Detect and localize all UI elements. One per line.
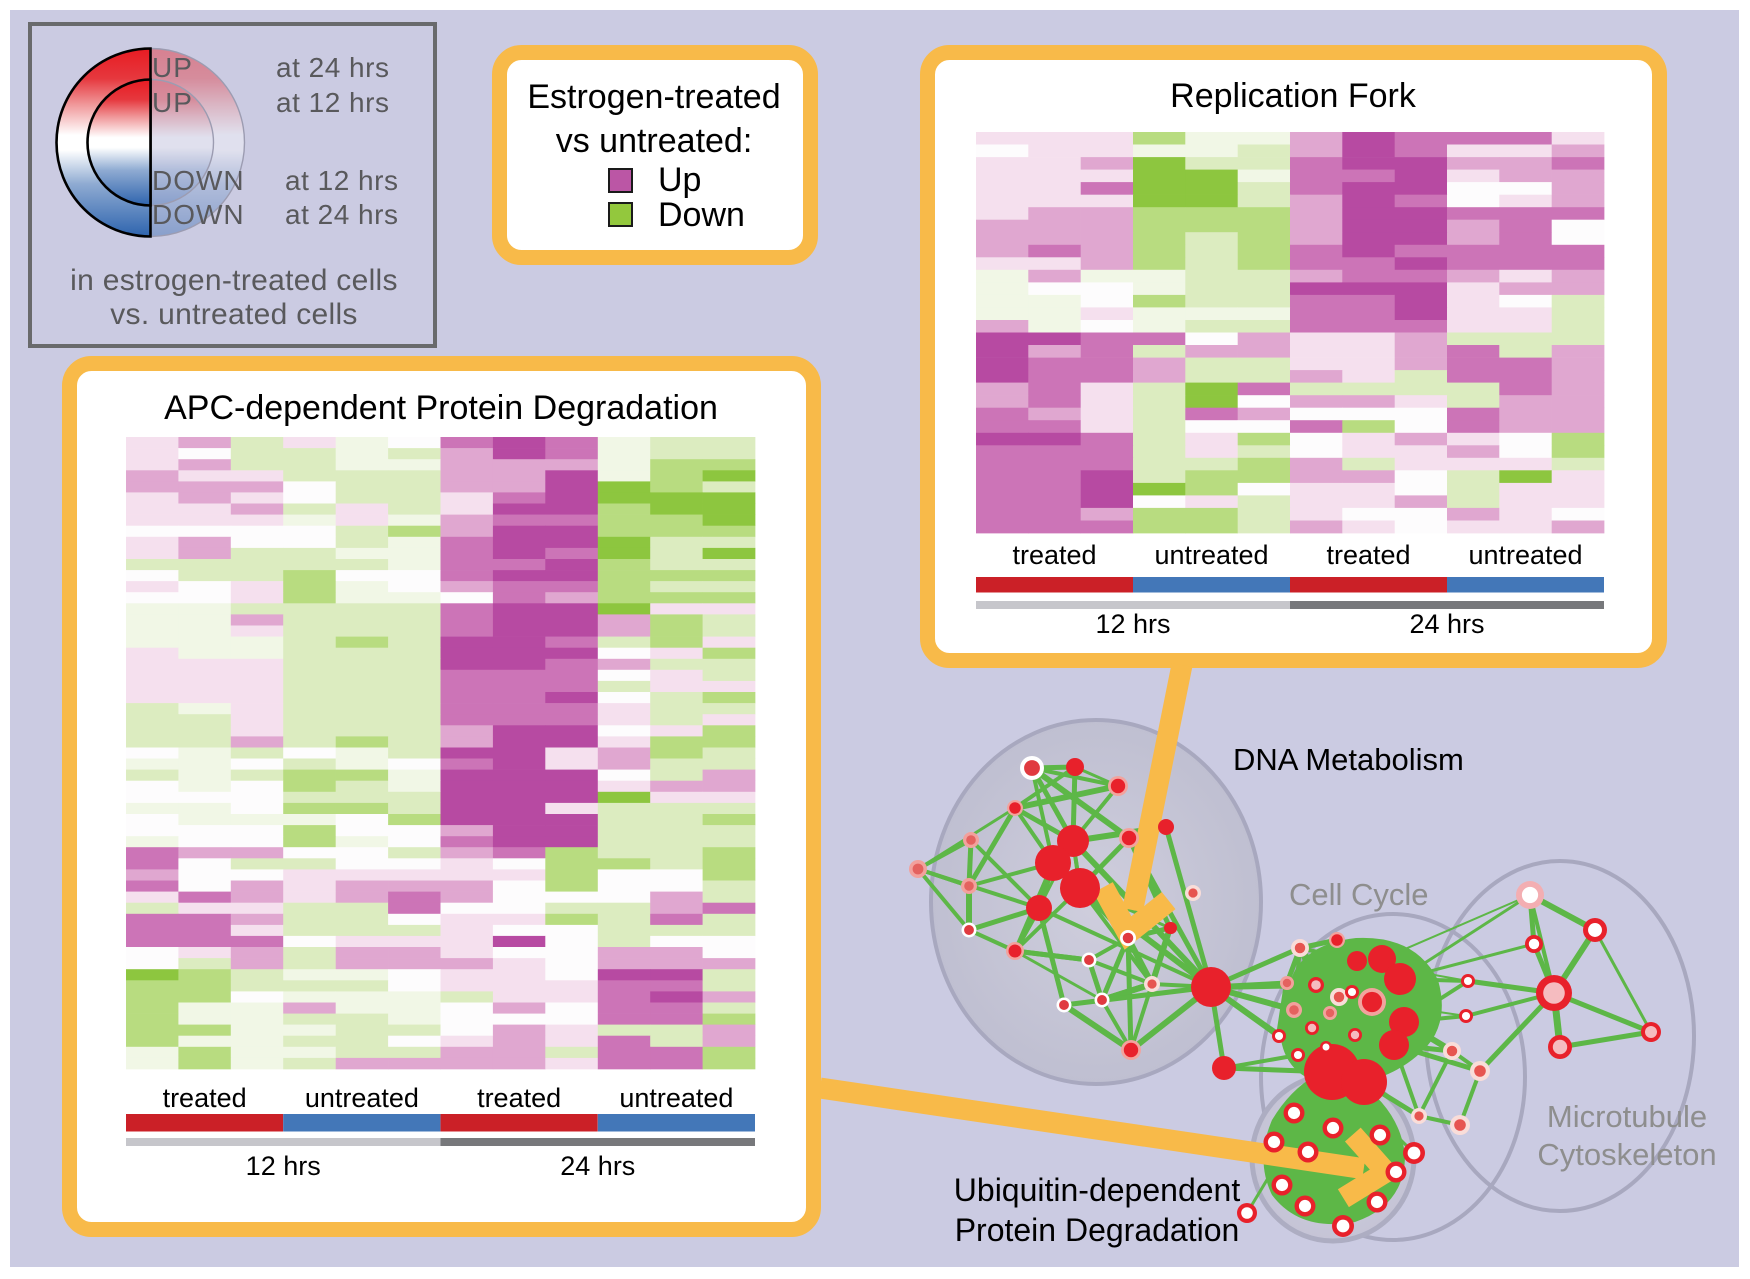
svg-text:treated: treated [477,1083,561,1113]
svg-text:vs untreated:: vs untreated: [556,122,753,160]
svg-text:DOWN: DOWN [152,199,245,230]
svg-text:Estrogen-treated: Estrogen-treated [527,78,780,116]
svg-text:Protein Degradation: Protein Degradation [955,1212,1240,1248]
svg-text:12 hrs: 12 hrs [1095,609,1170,639]
svg-text:Cell Cycle: Cell Cycle [1289,877,1429,912]
svg-text:untreated: untreated [1468,540,1582,570]
svg-text:Microtubule: Microtubule [1547,1099,1707,1134]
svg-text:at 24 hrs: at 24 hrs [276,52,389,83]
svg-text:treated: treated [163,1083,247,1113]
svg-text:Ubiquitin-dependent: Ubiquitin-dependent [954,1172,1241,1208]
svg-text:Down: Down [658,196,745,234]
svg-text:untreated: untreated [1154,540,1268,570]
svg-text:Up: Up [658,161,701,199]
svg-text:UP: UP [152,52,193,83]
svg-text:UP: UP [152,87,193,118]
svg-text:at 24 hrs: at 24 hrs [285,199,398,230]
svg-text:24 hrs: 24 hrs [1409,609,1484,639]
svg-text:at 12 hrs: at 12 hrs [285,165,398,196]
svg-text:Cytoskeleton: Cytoskeleton [1537,1137,1716,1172]
svg-text:treated: treated [1012,540,1096,570]
svg-text:vs. untreated cells: vs. untreated cells [110,298,358,331]
svg-text:in estrogen-treated cells: in estrogen-treated cells [70,264,398,297]
svg-text:DNA Metabolism: DNA Metabolism [1233,742,1464,777]
svg-text:Replication Fork: Replication Fork [1170,77,1417,115]
svg-text:at 12 hrs: at 12 hrs [276,87,389,118]
svg-text:untreated: untreated [619,1083,733,1113]
svg-text:DOWN: DOWN [152,165,245,196]
svg-text:12 hrs: 12 hrs [246,1151,321,1181]
svg-text:24 hrs: 24 hrs [560,1151,635,1181]
svg-text:APC-dependent Protein Degradat: APC-dependent Protein Degradation [164,389,718,427]
svg-text:untreated: untreated [305,1083,419,1113]
svg-text:treated: treated [1326,540,1410,570]
